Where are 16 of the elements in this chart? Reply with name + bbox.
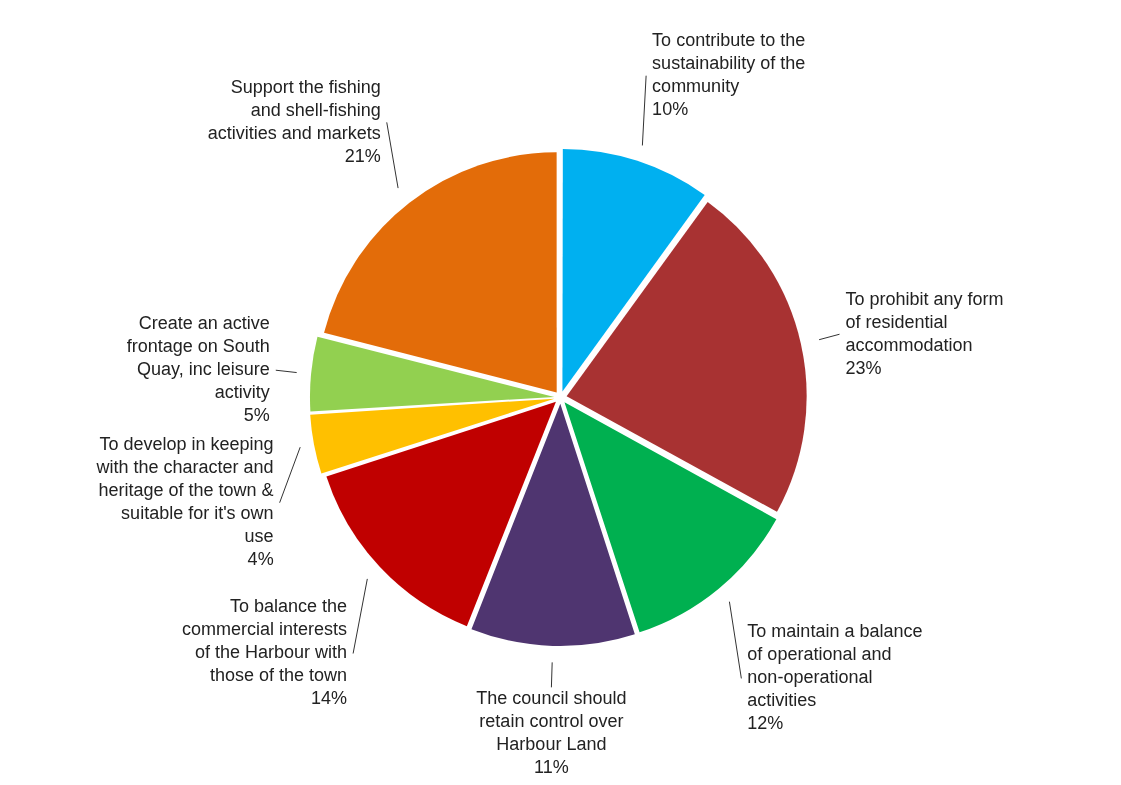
data-label: 14% (311, 688, 348, 709)
slice-label: To prohibit any form of residential accommodation (845, 288, 1004, 355)
slice-label: Create an active frontage on South Quay, inc leisure activity (126, 313, 270, 403)
data-label: 12% (747, 713, 784, 734)
data-label: 23% (845, 357, 882, 378)
slice-label: Support the fishing and shell-fishing activities and markets (207, 76, 381, 143)
slice-label: To contribute to the sustainability of the community (652, 30, 806, 97)
slice-label: To develop in keeping with the character and heritage of the town & suitable for it's own use (95, 434, 274, 547)
slice-label: To maintain a balance of operational and non-operational activities (747, 621, 923, 711)
data-label: 4% (247, 549, 274, 570)
data-label: 5% (243, 405, 270, 426)
data-label: 21% (344, 145, 381, 166)
slice-label: The council should retain control over Harbour Land (476, 687, 627, 754)
data-label: 11% (534, 756, 569, 777)
slice-label: To balance the commercial interests of the Harbour with those of the town (182, 596, 348, 686)
data-label: 10% (652, 99, 689, 120)
